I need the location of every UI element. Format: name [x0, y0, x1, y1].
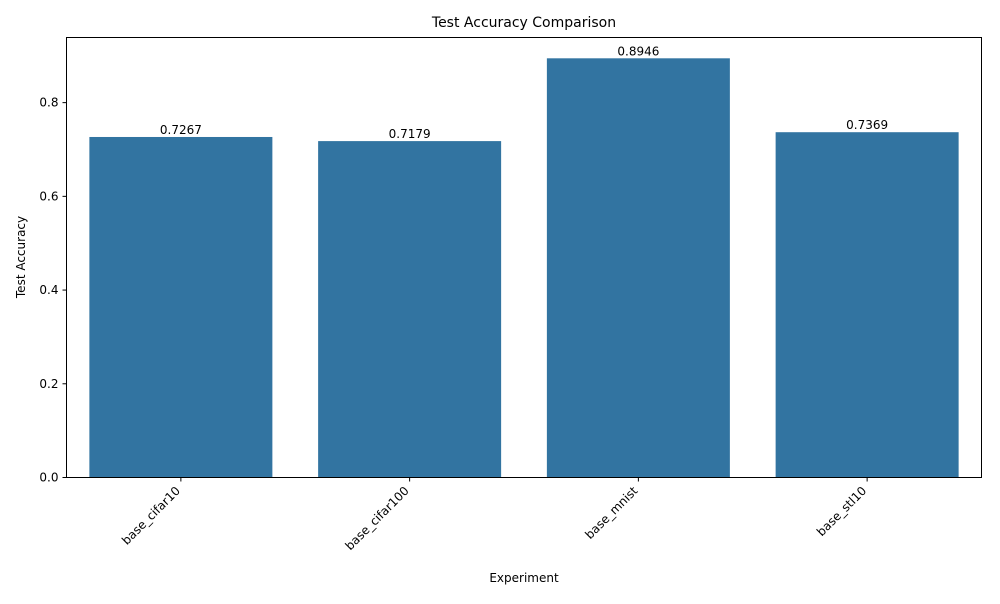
value-label-base_cifar100: 0.7179 — [389, 127, 431, 141]
bar-base_cifar10 — [89, 136, 273, 478]
bars-layer — [89, 58, 959, 478]
x-tick-label-base_mnist: base_mnist — [582, 484, 640, 542]
plot-frame — [66, 37, 982, 478]
bar-base_cifar100 — [318, 141, 502, 478]
value-label-base_mnist: 0.8946 — [617, 44, 659, 58]
y-tick-label-3: 0.6 — [39, 189, 58, 203]
x-axis: base_cifar10 base_cifar100 base_mnist base_… — [119, 477, 869, 553]
y-axis: 0.0 0.2 0.4 0.6 0.8 — [39, 96, 67, 485]
value-label-base_cifar10: 0.7267 — [160, 123, 202, 137]
x-tick-label-base_cifar100: base_cifar100 — [342, 484, 411, 553]
y-tick-label-2: 0.4 — [39, 283, 58, 297]
chart-title: Test Accuracy Comparison — [431, 15, 616, 31]
y-axis-label: Test Accuracy — [14, 216, 28, 299]
y-tick-label-1: 0.2 — [39, 377, 58, 391]
x-axis-label: Experiment — [489, 571, 559, 585]
y-tick-label-4: 0.8 — [39, 96, 58, 110]
value-labels-layer: 0.7267 0.7179 0.8946 0.7369 — [160, 44, 888, 141]
x-tick-label-base_stl10: base_stl10 — [814, 484, 869, 539]
y-tick-label-0: 0.0 — [39, 471, 58, 485]
bar-base_mnist — [546, 58, 730, 478]
bar-base_stl10 — [775, 132, 959, 478]
value-label-base_stl10: 0.7369 — [846, 118, 888, 132]
x-tick-label-base_cifar10: base_cifar10 — [119, 484, 183, 548]
